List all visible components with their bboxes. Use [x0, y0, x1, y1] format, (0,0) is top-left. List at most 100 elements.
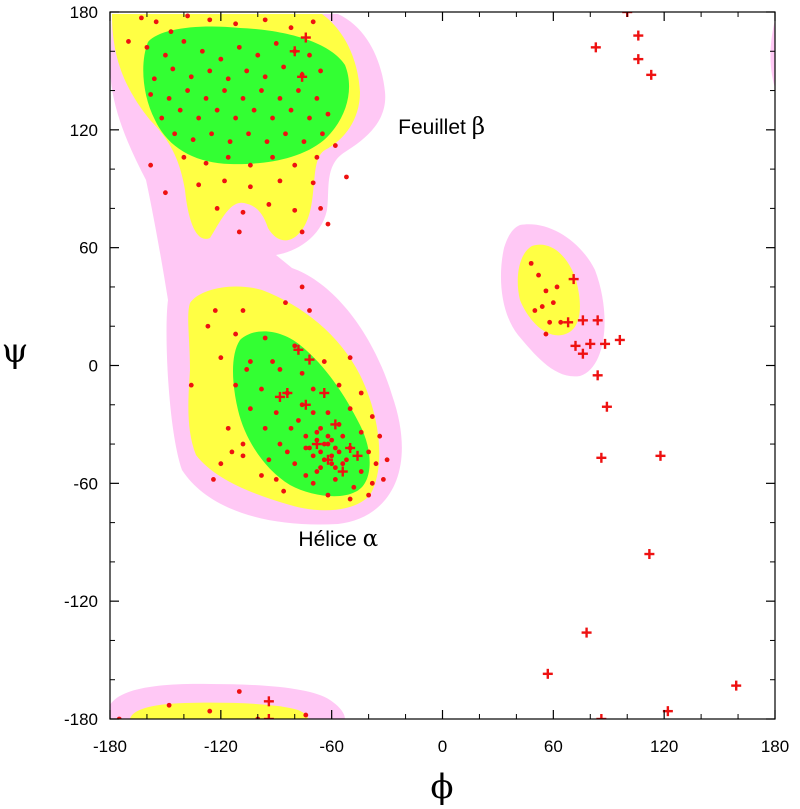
residue-point — [318, 449, 323, 455]
glycine-point — [581, 627, 592, 638]
tick-marks — [109, 11, 776, 720]
residue-point — [212, 308, 218, 313]
residue-point — [181, 154, 187, 160]
residue-point — [270, 154, 275, 160]
region-annotations: Feuillet β Hélice α — [298, 114, 485, 552]
residue-point — [325, 221, 331, 227]
residue-point — [273, 477, 279, 482]
y-tick-label: -120 — [64, 592, 98, 611]
x-tick-label: 60 — [544, 737, 563, 756]
density-regions — [110, 14, 775, 719]
residue-point — [209, 131, 214, 137]
residue-point — [244, 367, 250, 372]
residue-point — [218, 355, 224, 361]
glycine-point — [601, 401, 612, 412]
glycine-point — [585, 338, 596, 349]
residue-point — [336, 449, 342, 455]
residue-point — [246, 131, 251, 137]
y-tick-label: 0 — [89, 357, 98, 376]
residue-point — [277, 96, 283, 101]
axes-frame — [109, 11, 776, 720]
residue-point — [259, 386, 264, 392]
residue-point — [229, 449, 235, 455]
residue-point — [303, 712, 309, 718]
y-tick-label: -60 — [73, 474, 98, 493]
residue-point — [336, 382, 342, 388]
glycine-point — [289, 46, 300, 57]
residue-point — [358, 429, 364, 435]
residue-point — [233, 382, 239, 388]
residue-point — [151, 76, 157, 82]
residue-point — [325, 410, 331, 416]
residue-point — [126, 39, 131, 44]
residue-point — [292, 461, 298, 467]
y-axis-label: ψ — [2, 331, 29, 371]
residue-point — [247, 359, 253, 364]
residue-point — [373, 461, 379, 467]
residue-point — [288, 25, 294, 31]
residue-point — [262, 17, 268, 23]
residue-point — [207, 708, 213, 714]
residue-point — [310, 386, 316, 392]
residue-point — [320, 131, 325, 137]
residue-point — [318, 68, 323, 74]
glycine-point — [596, 452, 607, 463]
data-points — [116, 12, 742, 719]
residue-point — [236, 229, 242, 235]
residue-point — [332, 445, 338, 451]
residue-point — [262, 425, 268, 431]
residue-point — [214, 107, 220, 113]
residue-point — [233, 21, 239, 27]
glycine-point — [297, 71, 308, 82]
y-tick-label: 180 — [70, 3, 98, 22]
residue-point — [214, 205, 220, 211]
residue-point — [325, 492, 331, 498]
residue-point — [296, 88, 301, 93]
residue-point — [170, 66, 176, 72]
beta-region-core — [143, 26, 350, 165]
residue-point — [148, 162, 154, 168]
residue-point — [369, 414, 375, 419]
residue-point — [303, 473, 309, 478]
residue-point — [240, 453, 246, 459]
residue-point — [344, 457, 349, 463]
glycine-point — [600, 338, 611, 349]
residue-point — [255, 52, 261, 58]
residue-point — [307, 308, 312, 313]
residue-point — [299, 370, 305, 376]
residue-point — [166, 702, 172, 708]
glycine-point — [568, 274, 579, 285]
residue-point — [310, 480, 316, 486]
x-tick-label: 120 — [650, 737, 678, 756]
residue-point — [188, 382, 194, 388]
residue-point — [144, 44, 150, 50]
residue-point — [181, 39, 187, 44]
glycine-point — [293, 344, 304, 355]
residue-point — [325, 111, 331, 117]
glycine-point — [577, 315, 588, 326]
residue-point — [310, 180, 316, 186]
residue-point — [318, 425, 323, 431]
residue-point — [332, 477, 338, 482]
residue-point — [251, 107, 257, 113]
residue-point — [292, 207, 298, 213]
residue-point — [240, 96, 246, 101]
residue-point — [332, 143, 338, 148]
glycine-point — [644, 549, 655, 560]
residue-point — [211, 477, 216, 482]
residue-point — [384, 457, 390, 463]
residue-point — [233, 331, 239, 337]
bottom-region-allowed — [130, 702, 308, 719]
x-tick-label: 0 — [438, 737, 447, 756]
glycine-point — [282, 387, 293, 398]
residue-point — [314, 429, 320, 435]
residue-point — [185, 88, 190, 93]
x-tick-label: 180 — [761, 737, 789, 756]
x-tick-label: -120 — [204, 737, 238, 756]
residue-point — [307, 52, 312, 58]
residue-point — [366, 492, 372, 498]
residue-point — [203, 96, 209, 101]
alpha-helix-label: Hélice α — [298, 526, 378, 552]
glycine-point — [614, 334, 625, 345]
residue-point — [227, 139, 233, 145]
